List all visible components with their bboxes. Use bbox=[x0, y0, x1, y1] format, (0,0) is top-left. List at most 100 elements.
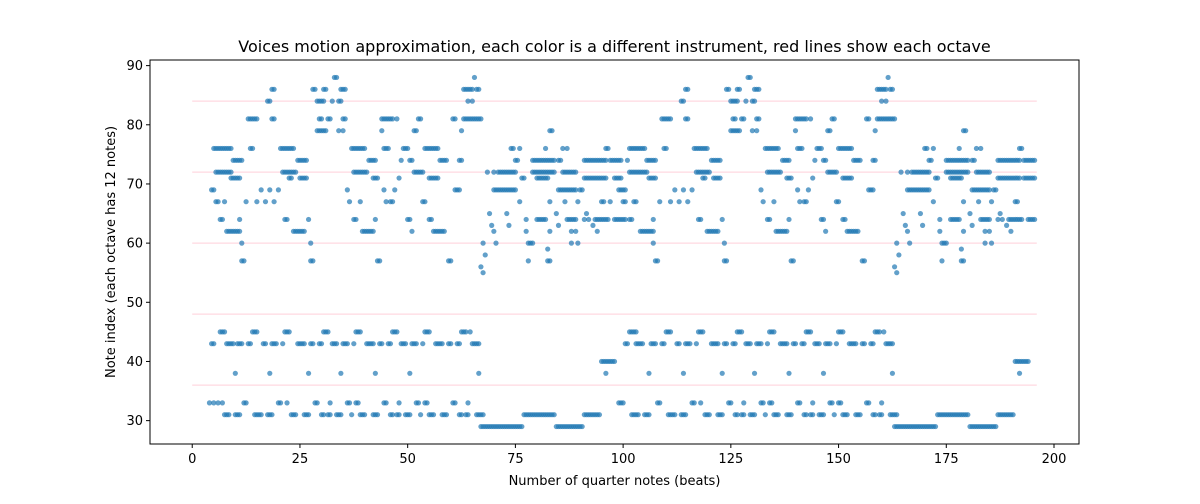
data-point bbox=[237, 228, 243, 234]
x-tick-label: 100 bbox=[611, 452, 636, 467]
data-point bbox=[383, 400, 389, 406]
data-point bbox=[568, 240, 575, 246]
data-point bbox=[206, 400, 213, 406]
data-point bbox=[685, 199, 691, 205]
data-point bbox=[349, 412, 355, 418]
data-point bbox=[810, 412, 816, 418]
data-point bbox=[611, 358, 618, 365]
data-point bbox=[575, 240, 581, 246]
data-point bbox=[405, 145, 411, 152]
data-point bbox=[639, 341, 646, 347]
data-point bbox=[960, 258, 967, 264]
data-point bbox=[512, 169, 518, 175]
data-point bbox=[523, 228, 529, 234]
data-point bbox=[312, 86, 318, 92]
data-point bbox=[396, 412, 402, 418]
data-point bbox=[988, 240, 995, 246]
data-point bbox=[812, 157, 818, 163]
data-point bbox=[971, 157, 977, 163]
data-point bbox=[547, 199, 553, 205]
data-point bbox=[284, 400, 290, 406]
data-point bbox=[810, 400, 816, 406]
data-point bbox=[622, 216, 628, 223]
data-point bbox=[855, 228, 861, 234]
data-point bbox=[480, 240, 486, 246]
data-point bbox=[672, 412, 678, 418]
data-point bbox=[680, 370, 687, 376]
data-point bbox=[943, 240, 949, 246]
data-point bbox=[958, 246, 964, 252]
data-point bbox=[392, 187, 398, 193]
data-point bbox=[973, 145, 980, 152]
data-point bbox=[823, 228, 829, 234]
data-point bbox=[751, 370, 758, 376]
data-point bbox=[215, 400, 221, 406]
data-point bbox=[480, 270, 486, 276]
data-point bbox=[583, 210, 590, 217]
data-point bbox=[790, 258, 796, 264]
data-point bbox=[736, 86, 743, 92]
data-point bbox=[857, 412, 863, 418]
data-point bbox=[303, 175, 310, 181]
data-point bbox=[422, 199, 428, 205]
data-point bbox=[685, 86, 691, 92]
data-point bbox=[885, 74, 891, 81]
data-point bbox=[471, 74, 478, 81]
data-point bbox=[504, 210, 510, 217]
data-point bbox=[689, 187, 695, 193]
data-point bbox=[795, 187, 801, 193]
x-axis-ticks: 0 25 50 75 100 125 150 175 200 bbox=[188, 444, 1066, 467]
data-point bbox=[904, 228, 911, 234]
data-point bbox=[741, 400, 747, 406]
data-point bbox=[530, 240, 536, 246]
data-point bbox=[844, 412, 850, 418]
data-point bbox=[833, 169, 840, 175]
data-point bbox=[228, 169, 234, 175]
data-point bbox=[743, 98, 749, 104]
data-point bbox=[605, 145, 611, 152]
data-point bbox=[314, 400, 320, 406]
data-point bbox=[456, 341, 462, 347]
data-point bbox=[407, 216, 413, 223]
data-point bbox=[965, 157, 971, 163]
data-point bbox=[993, 187, 999, 193]
data-point bbox=[986, 169, 992, 175]
data-point bbox=[275, 187, 282, 193]
data-point bbox=[939, 258, 945, 264]
data-point bbox=[797, 400, 803, 406]
data-point bbox=[1014, 199, 1020, 205]
data-point bbox=[262, 341, 269, 347]
data-point bbox=[624, 157, 631, 163]
data-point bbox=[829, 400, 835, 406]
data-point bbox=[476, 86, 482, 92]
data-point bbox=[805, 187, 812, 193]
data-point bbox=[672, 187, 678, 193]
data-point bbox=[344, 341, 350, 347]
data-point bbox=[747, 341, 753, 347]
data-point bbox=[1032, 157, 1038, 163]
data-point bbox=[767, 216, 773, 223]
data-point bbox=[478, 264, 484, 270]
data-point bbox=[654, 258, 661, 264]
data-point bbox=[573, 169, 579, 175]
data-point bbox=[325, 329, 331, 335]
data-point bbox=[441, 228, 447, 234]
data-point bbox=[820, 216, 827, 223]
data-point bbox=[575, 199, 581, 205]
data-point bbox=[728, 400, 734, 406]
data-point bbox=[723, 258, 730, 264]
data-point bbox=[344, 187, 350, 193]
data-point bbox=[482, 252, 488, 258]
data-point bbox=[323, 128, 329, 134]
data-point bbox=[958, 175, 964, 181]
data-point bbox=[848, 145, 855, 152]
data-point bbox=[840, 329, 846, 335]
data-point bbox=[803, 116, 809, 122]
data-point bbox=[573, 216, 579, 223]
data-point bbox=[937, 228, 943, 234]
data-point bbox=[760, 199, 766, 205]
data-point bbox=[883, 86, 889, 92]
data-point bbox=[430, 412, 437, 418]
data-point bbox=[601, 199, 607, 205]
